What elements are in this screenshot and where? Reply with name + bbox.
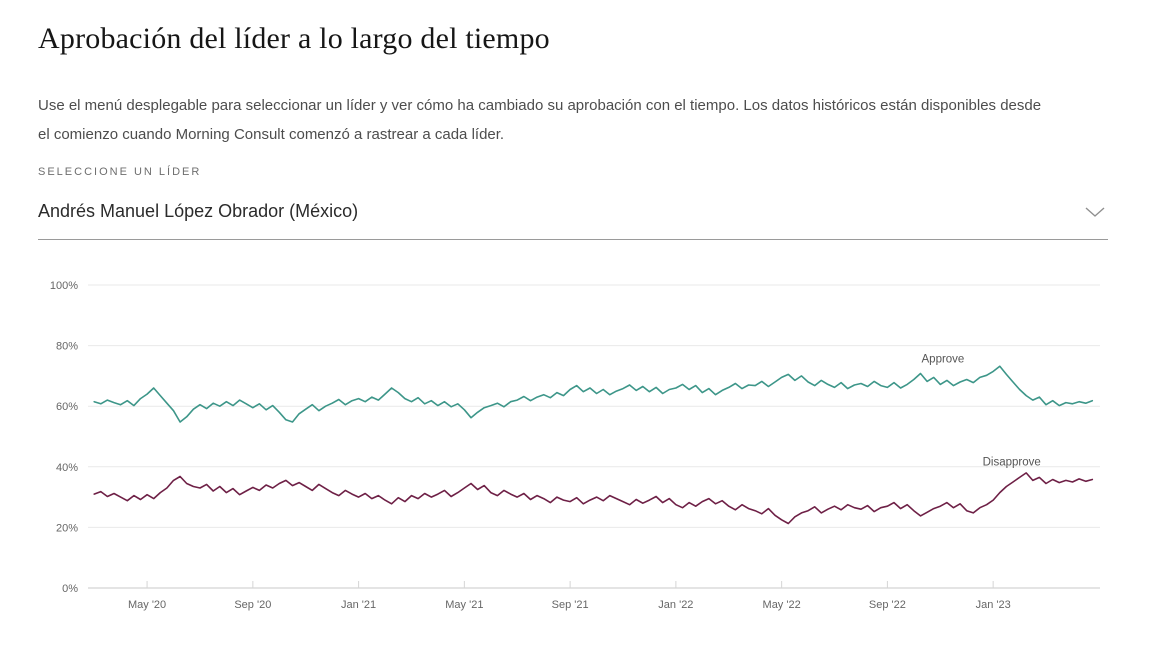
x-axis-label: Jan '23 xyxy=(976,599,1011,611)
y-axis-label: 60% xyxy=(56,401,78,413)
x-axis-label: Jan '22 xyxy=(658,599,693,611)
x-axis-label: Sep '21 xyxy=(552,599,589,611)
leader-select-label: SELECCIONE UN LÍDER xyxy=(38,166,202,178)
x-axis-label: May '20 xyxy=(128,599,166,611)
y-axis-label: 100% xyxy=(50,280,78,292)
x-axis-label: May '21 xyxy=(445,599,483,611)
series-label-disapprove: Disapprove xyxy=(983,456,1041,468)
x-axis-label: May '22 xyxy=(763,599,801,611)
y-axis-label: 40% xyxy=(56,462,78,474)
x-axis-label: Sep '22 xyxy=(869,599,906,611)
y-axis-label: 20% xyxy=(56,522,78,534)
approval-chart: 100% 80% 60% 40% 20% 0% May '20 Sep '20 Jan '21 M… xyxy=(0,250,1152,640)
disapprove-line xyxy=(93,472,1094,525)
y-axis-label: 0% xyxy=(62,583,78,595)
leader-select-value: Andrés Manuel López Obrador (México) xyxy=(38,201,359,221)
x-axis-label: Sep '20 xyxy=(234,599,271,611)
y-axis-label: 80% xyxy=(56,341,78,353)
series-label-approve: Approve xyxy=(922,353,965,365)
approve-line xyxy=(93,365,1094,423)
page-description: Use el menú desplegable para seleccionar… xyxy=(38,97,1042,143)
chevron-down-icon xyxy=(1084,204,1106,220)
x-axis-label: Jan '21 xyxy=(341,599,376,611)
leader-select[interactable]: Andrés Manuel López Obrador (México) xyxy=(38,196,1108,240)
approval-chart-canvas[interactable]: 100% 80% 60% 40% 20% 0% May '20 Sep '20 Jan '21 M… xyxy=(0,250,1152,640)
page-title: Aprobación del líder a lo largo del tiem… xyxy=(38,22,550,56)
